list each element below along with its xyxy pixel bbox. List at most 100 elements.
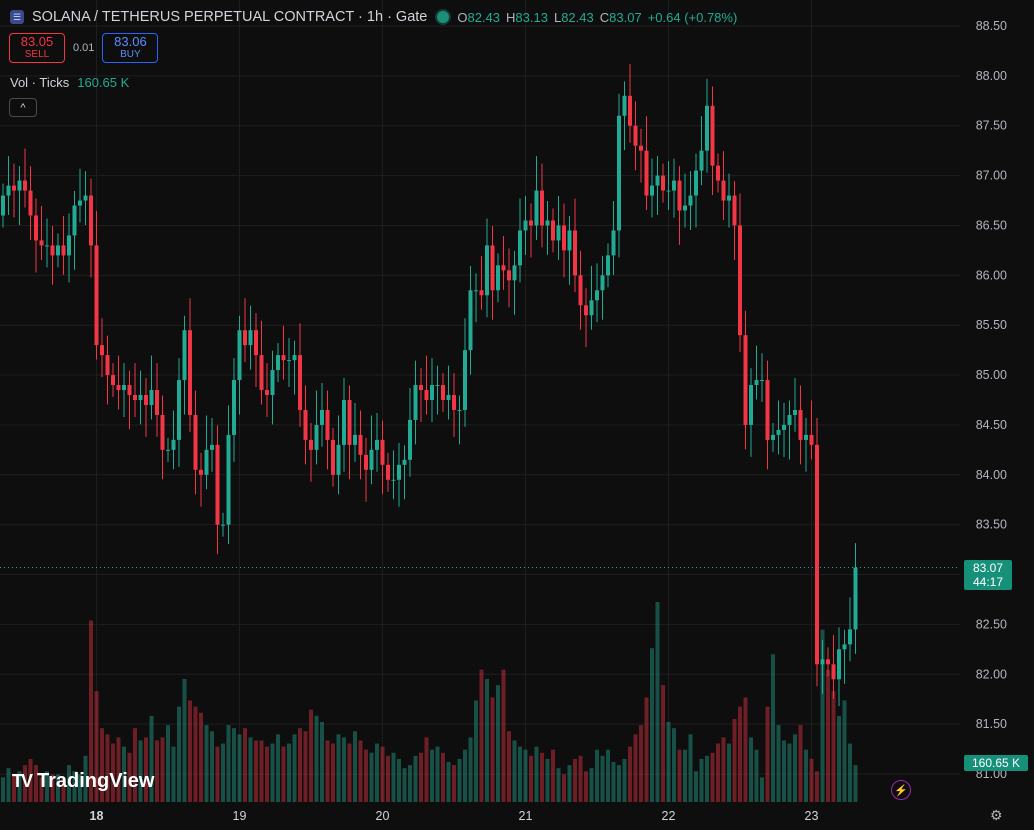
volume-bar (639, 725, 643, 802)
candle-body (457, 409, 462, 411)
volume-bar (589, 768, 594, 802)
candle (122, 363, 126, 417)
candle (17, 166, 22, 225)
candle-body (380, 439, 385, 465)
candle-body (78, 200, 82, 206)
volume-bar (446, 762, 451, 802)
candle (496, 253, 500, 303)
buy-button[interactable]: 83.06 BUY (102, 33, 159, 63)
candle-body (655, 175, 660, 186)
volume-bar (688, 734, 693, 802)
volume-bar (738, 706, 742, 802)
volume-bar (782, 740, 786, 802)
volume-bar (39, 777, 44, 802)
candle-body (589, 300, 594, 316)
gear-icon[interactable]: ⚙ (990, 807, 1003, 823)
candle-body (248, 330, 253, 346)
volume-bar (331, 743, 335, 802)
candle-body (259, 355, 264, 391)
candle-body (309, 439, 313, 450)
market-open-icon (437, 11, 450, 23)
y-tick-label: 87.00 (976, 169, 1007, 183)
candle-body (507, 270, 511, 281)
candle (391, 450, 396, 500)
volume-bar (683, 749, 687, 802)
time-axis[interactable]: 18 19 20 21 22 23 (90, 809, 819, 823)
candle (204, 415, 209, 490)
candle-body (6, 185, 11, 196)
candle (853, 543, 858, 654)
candle-body (364, 454, 368, 470)
volume-bar (155, 740, 159, 802)
candle (226, 405, 231, 545)
candle-body (485, 245, 489, 296)
candle-body (12, 185, 16, 191)
candle (435, 365, 440, 415)
volume-bar (303, 731, 308, 802)
volume-bar (375, 743, 379, 802)
candle-body (292, 355, 297, 361)
candle-body (683, 205, 687, 211)
candle (820, 639, 825, 694)
candle-body (276, 355, 280, 371)
symbol-title[interactable]: SOLANA / TETHERUS PERPETUAL CONTRACT · 1… (32, 9, 428, 25)
candle (83, 171, 88, 225)
volume-bar (182, 678, 187, 802)
chart-header: ☰ SOLANA / TETHERUS PERPETUAL CONTRACT ·… (10, 6, 737, 28)
volume-bar (309, 709, 313, 802)
volume-bar (490, 697, 495, 802)
candle (105, 335, 110, 405)
lightning-icon[interactable]: ⚡ (891, 780, 911, 800)
volume-bar (270, 743, 275, 802)
candle (754, 345, 759, 400)
sell-button[interactable]: 83.05 SELL (9, 33, 65, 63)
volume-bar (232, 728, 236, 802)
volume-bar (633, 734, 638, 802)
candle (567, 215, 572, 285)
candle (12, 163, 16, 218)
volume-bar (364, 749, 368, 802)
candle (661, 163, 665, 203)
volume-bar (144, 737, 148, 802)
candle (160, 395, 165, 480)
volume-legend[interactable]: Vol · Ticks 160.65 K (10, 75, 129, 90)
candle-body (347, 400, 352, 445)
volume-bar (342, 737, 346, 802)
volume-bar (798, 725, 803, 802)
volume-bar (727, 743, 731, 802)
candle-body (391, 479, 396, 481)
volume-bar (276, 734, 280, 802)
volume-bar (391, 752, 396, 802)
candle-body (738, 225, 742, 336)
candle (369, 415, 374, 485)
candle (375, 412, 379, 472)
candle (402, 445, 407, 500)
volume-bar (6, 768, 11, 802)
candle (606, 243, 610, 288)
candle-body (787, 414, 792, 425)
candle-body (375, 439, 379, 450)
tradingview-logo[interactable]: TV TradingView (12, 770, 154, 793)
volume-bar (699, 758, 704, 802)
volume-bar (166, 725, 170, 802)
chevron-up-icon[interactable]: ^ (9, 98, 37, 117)
y-tick-label: 88.00 (976, 69, 1007, 83)
candle (716, 153, 720, 193)
price-axis[interactable]: 88.50 88.00 87.50 87.00 86.50 86.00 85.50 85.00… (976, 19, 1007, 781)
candle (292, 340, 297, 395)
candle (265, 363, 269, 417)
candle-body (518, 230, 522, 266)
candlesticks[interactable] (1, 63, 858, 707)
candle (842, 629, 847, 684)
candle-body (298, 355, 302, 410)
candle (787, 400, 792, 460)
candle-body (512, 265, 517, 281)
candle-body (67, 235, 71, 256)
candle-body (243, 330, 247, 346)
hamburger-icon[interactable]: ☰ (10, 10, 24, 24)
volume-bar (507, 731, 511, 802)
volume-bar (771, 654, 775, 802)
candle-body (820, 659, 825, 665)
candle-body (435, 385, 440, 387)
